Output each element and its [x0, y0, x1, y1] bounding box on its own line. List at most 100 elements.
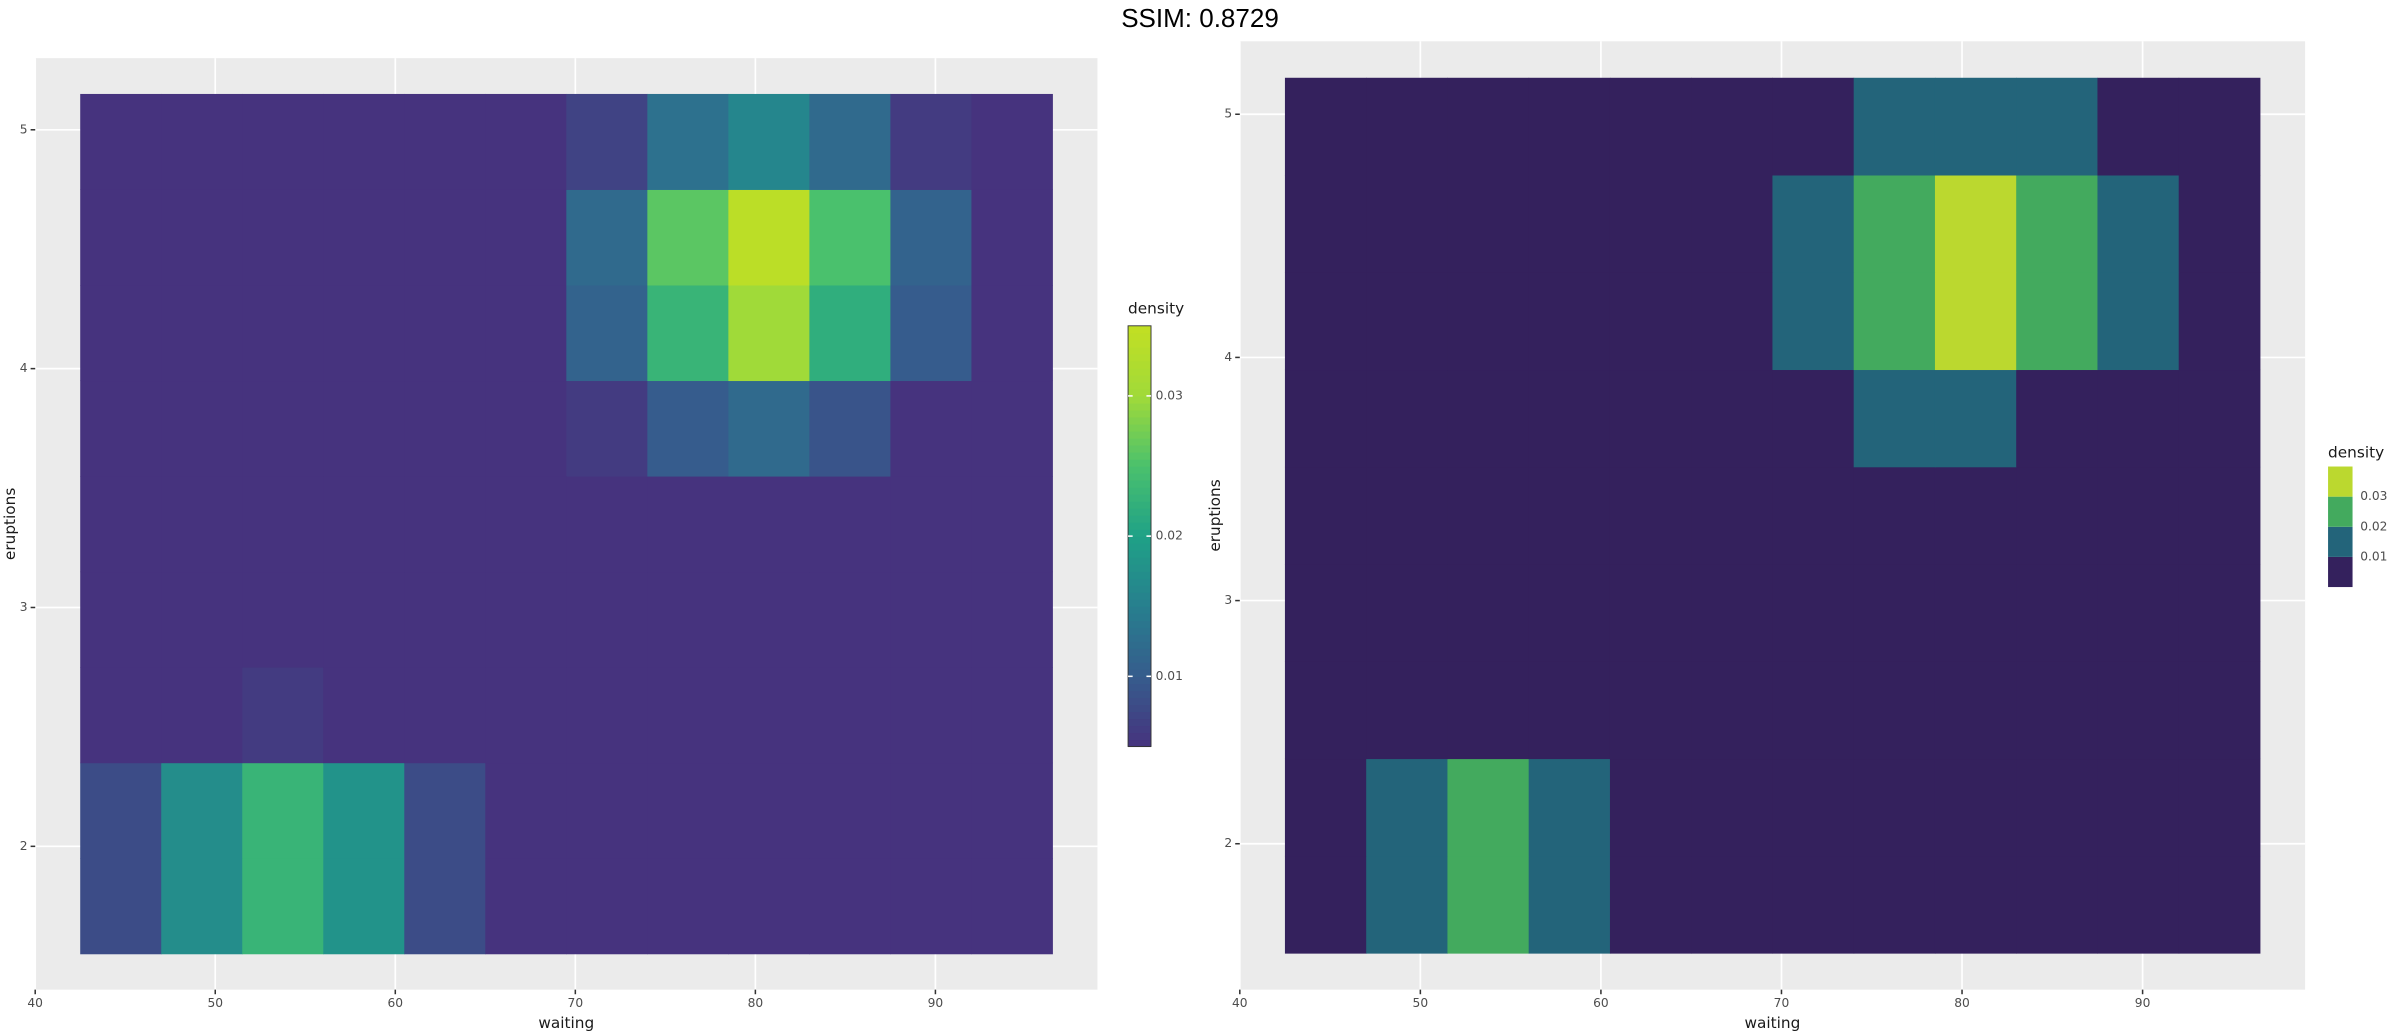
colorbar-segment	[1128, 416, 1152, 425]
legend-key	[2328, 556, 2353, 588]
cell	[809, 667, 891, 764]
cell	[2178, 564, 2261, 662]
cell	[1447, 564, 1530, 662]
y-tick-label: 2	[20, 839, 28, 853]
cell	[323, 476, 405, 573]
figure-title: SSIM: 0.8729	[1121, 3, 1279, 33]
cell	[890, 380, 972, 477]
x-tick-label: 40	[1232, 996, 1248, 1010]
cell	[2178, 175, 2261, 273]
cell	[242, 667, 324, 764]
colorbar-segment	[1128, 543, 1152, 551]
cell	[1447, 272, 1530, 371]
cell	[2178, 77, 2261, 176]
cell	[323, 762, 405, 859]
cell	[404, 189, 486, 286]
cell	[728, 667, 810, 764]
cell	[1284, 77, 1367, 176]
cell	[1934, 77, 2017, 176]
x-tick-label: 70	[1774, 996, 1790, 1010]
y-axis-label: eruptions	[1, 488, 19, 560]
cell	[566, 285, 648, 382]
colorbar-segment	[1128, 655, 1152, 663]
cell	[242, 858, 324, 955]
colorbar-segment	[1128, 599, 1152, 607]
cell	[1772, 661, 1855, 760]
cell	[1934, 175, 2017, 273]
cell	[485, 285, 567, 382]
cell	[1772, 272, 1855, 371]
cell	[1528, 564, 1611, 662]
cell	[1447, 661, 1530, 760]
cell	[485, 667, 567, 764]
y-axis-label: eruptions	[1206, 479, 1224, 551]
cell	[890, 189, 972, 286]
cell	[404, 476, 486, 573]
legend-title: density	[1128, 299, 1184, 317]
cell	[1366, 272, 1448, 371]
cell	[1853, 369, 1936, 468]
colorbar-segment	[1128, 739, 1152, 748]
cell	[728, 93, 810, 190]
cell	[1772, 466, 1855, 565]
cell	[728, 762, 810, 859]
colorbar-segment	[1128, 697, 1152, 705]
colorbar-segment	[1128, 634, 1152, 642]
cell	[890, 571, 972, 668]
legend-key	[2328, 526, 2353, 557]
cell	[80, 667, 162, 764]
colorbar-segment	[1128, 592, 1152, 600]
colorbar-segment	[1128, 466, 1152, 474]
cell	[1772, 758, 1855, 857]
cell	[2178, 855, 2261, 954]
cell	[566, 762, 648, 859]
cell	[890, 93, 972, 190]
cell	[809, 762, 891, 859]
cell	[1934, 564, 2017, 662]
cell	[1447, 369, 1530, 468]
x-tick-label: 60	[387, 996, 403, 1010]
colorbar-segment	[1128, 473, 1152, 481]
cell	[161, 762, 243, 859]
cell	[2097, 466, 2180, 565]
cell	[485, 476, 567, 573]
x-tick-label: 70	[568, 996, 584, 1010]
cell	[1772, 175, 1855, 273]
cell	[1366, 564, 1448, 662]
cell	[728, 858, 810, 955]
cell	[1609, 661, 1692, 760]
x-tick-label: 50	[1413, 996, 1429, 1010]
cell	[161, 476, 243, 573]
cell	[647, 380, 729, 477]
colorbar-segment	[1128, 550, 1152, 558]
cell	[1934, 661, 2017, 760]
colorbar-segment	[1128, 578, 1152, 586]
colorbar-segment	[1128, 423, 1152, 432]
cell	[404, 667, 486, 764]
cell	[971, 858, 1053, 955]
cell	[404, 93, 486, 190]
cell	[485, 571, 567, 668]
cell	[1366, 77, 1448, 176]
x-axis-label: waiting	[1745, 1014, 1801, 1032]
colorbar-segment	[1128, 325, 1152, 334]
cell	[890, 476, 972, 573]
colorbar-segment	[1128, 522, 1152, 530]
cell	[80, 93, 162, 190]
cell	[2097, 661, 2180, 760]
colorbar-segment	[1128, 367, 1152, 376]
colorbar-segment	[1128, 346, 1152, 355]
cell	[1691, 175, 1773, 273]
colorbar-segment	[1128, 613, 1152, 621]
cell	[1691, 661, 1773, 760]
cell	[1691, 564, 1773, 662]
cell	[971, 762, 1053, 859]
colorbar-segment	[1128, 487, 1152, 495]
x-tick-label: 90	[2135, 996, 2151, 1010]
x-tick-label: 80	[748, 996, 764, 1010]
cell	[1691, 77, 1773, 176]
colorbar-segment	[1128, 648, 1152, 656]
cell	[404, 380, 486, 477]
cell	[1609, 272, 1692, 371]
x-tick-label: 60	[1593, 996, 1609, 1010]
